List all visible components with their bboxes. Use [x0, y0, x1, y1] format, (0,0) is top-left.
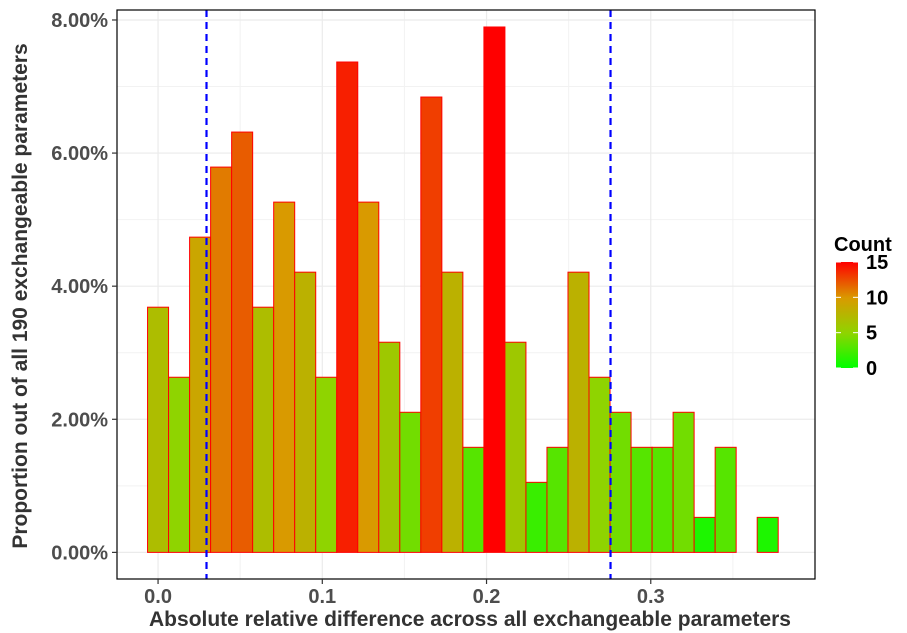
histogram-bar — [588, 376, 611, 553]
histogram-bar — [525, 481, 548, 553]
x-tick-label: 0.3 — [637, 586, 665, 608]
legend-colorbar — [836, 262, 858, 368]
histogram-bar — [357, 201, 380, 553]
legend-ticks: 15 10 5 0 — [836, 252, 888, 380]
plot-border — [116, 9, 816, 580]
histogram-bar — [336, 61, 359, 553]
histogram-bar — [294, 271, 317, 553]
y-tick-label: 6.00% — [51, 143, 108, 165]
histogram-bar — [672, 411, 695, 553]
histogram-bar — [462, 446, 485, 553]
histogram-bar — [441, 271, 464, 553]
x-tick-label: 0.1 — [308, 586, 336, 608]
histogram-bar — [756, 516, 779, 553]
histogram-bar — [252, 306, 275, 553]
histogram-bars — [147, 26, 779, 553]
histogram-bar — [147, 306, 170, 553]
histogram-bar — [651, 446, 674, 553]
histogram-bar — [504, 341, 527, 553]
histogram-bar — [630, 446, 653, 553]
legend-label: 0 — [866, 358, 877, 380]
x-tick-label: 0.2 — [473, 586, 501, 608]
histogram-bar — [483, 26, 506, 553]
x-axis-title: Absolute relative difference across all … — [149, 608, 791, 631]
y-tick-label: 2.00% — [51, 409, 108, 431]
histogram-bar — [714, 446, 737, 553]
histogram-bar — [609, 411, 632, 553]
y-tick-label: 0.00% — [51, 542, 108, 564]
legend-title: Count — [834, 234, 892, 256]
histogram-bar — [273, 201, 296, 553]
legend-label: 5 — [866, 323, 877, 345]
histogram-bar — [420, 96, 443, 553]
legend-label: 10 — [866, 287, 888, 309]
axes: 0.00% 2.00% 4.00% 6.00% 8.00% 0.0 0.1 0.2 0.3 — [51, 9, 816, 608]
histogram-bar — [399, 411, 422, 553]
histogram-bar — [168, 376, 191, 553]
histogram-bar — [693, 516, 716, 553]
histogram-bar — [315, 376, 338, 553]
histogram-bar — [567, 271, 590, 553]
legend-label: 15 — [866, 252, 888, 274]
y-tick-label: 4.00% — [51, 276, 108, 298]
histogram-bar — [210, 166, 233, 553]
reference-lines — [205, 10, 612, 579]
legend: Count 15 10 5 0 — [834, 234, 892, 380]
x-tick-label: 0.0 — [144, 586, 172, 608]
histogram-bar — [231, 131, 254, 553]
y-axis-title: Proportion out of all 190 exchangeable p… — [9, 43, 32, 548]
histogram-bar — [378, 341, 401, 553]
y-tick-label: 8.00% — [51, 10, 108, 32]
histogram-bar — [546, 446, 569, 553]
